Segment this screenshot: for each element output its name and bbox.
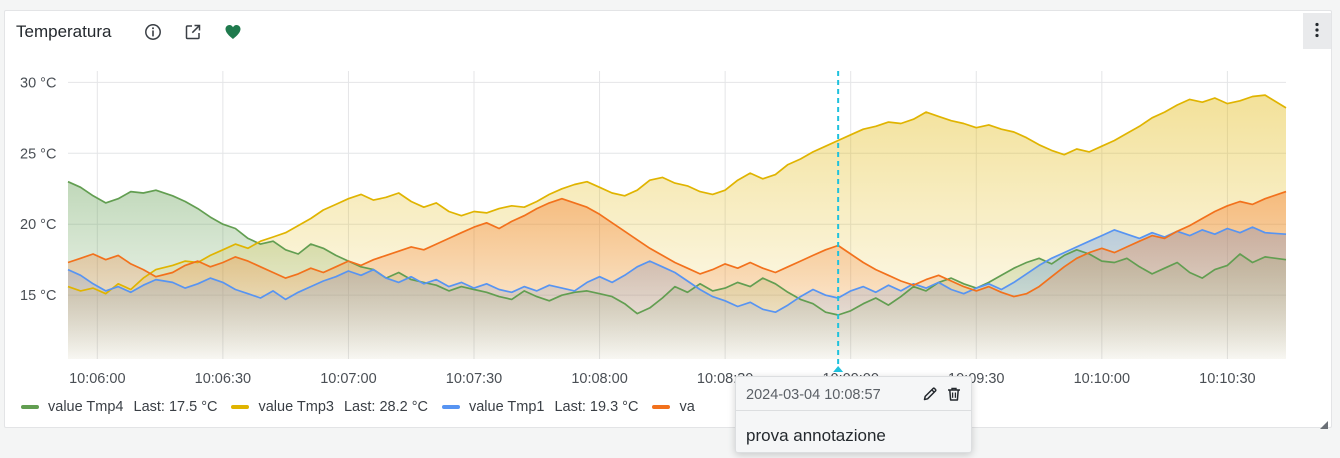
tooltip-separator: [736, 410, 971, 411]
info-icon[interactable]: [144, 23, 162, 41]
x-tick-label: 10:07:30: [446, 371, 502, 387]
legend-label-tmp4: value Tmp4: [48, 399, 124, 415]
legend-last-tmp1: Last: 19.3 °C: [554, 399, 639, 415]
trash-icon[interactable]: [946, 386, 962, 402]
legend-swatch-orange: [652, 405, 671, 409]
legend-label-tmp3: value Tmp3: [258, 399, 334, 415]
pencil-icon[interactable]: [922, 386, 938, 402]
x-tick-label: 10:10:30: [1199, 371, 1255, 387]
series-areas: [68, 95, 1286, 359]
annotation-text: prova annotazione: [746, 426, 886, 445]
series-area-3: [68, 191, 1286, 359]
y-tick-label: 25 °C: [20, 146, 56, 162]
legend-swatch-tmp3: [231, 405, 250, 409]
series-line-3: [67, 190, 1287, 298]
y-tick-label: 20 °C: [20, 217, 56, 233]
y-tick-label: 15 °C: [20, 288, 56, 304]
legend-label-tmp1: value Tmp1: [468, 399, 545, 415]
legend-item-tmp1[interactable]: value Tmp1 Last: 19.3 °C: [441, 399, 639, 415]
legend-item-orange[interactable]: va: [652, 399, 695, 415]
legend-item-tmp3[interactable]: value Tmp3 Last: 28.2 °C: [231, 399, 428, 415]
panel: Temperatura 10:06:00 10:06:30 10:07:00 10:0…: [4, 10, 1332, 429]
time-series-chart[interactable]: 10:06:00 10:06:30 10:07:00 10:07:30 10:08:00…: [5, 11, 1331, 427]
resize-handle[interactable]: [1320, 416, 1328, 429]
annotation-marker-triangle[interactable]: [833, 366, 844, 372]
legend-item-tmp4[interactable]: value Tmp4 Last: 17.5 °C: [21, 399, 217, 415]
series-line-0: [67, 180, 1287, 316]
x-tick-label: 10:06:30: [195, 371, 251, 387]
annotation-tooltip: 2024-03-04 10:08:57 prova annotazione: [735, 376, 972, 453]
heart-icon[interactable]: [224, 23, 242, 41]
y-tick-label: 30 °C: [20, 75, 56, 91]
x-tick-label: 10:08:00: [571, 371, 627, 387]
panel-header: Temperatura: [5, 11, 1331, 53]
x-tick-label: 10:07:00: [320, 371, 376, 387]
series-lines: [67, 94, 1287, 316]
more-vertical-icon: [1315, 22, 1319, 41]
legend-swatch-tmp1: [441, 405, 460, 409]
legend-last-tmp4: Last: 17.5 °C: [133, 399, 218, 415]
legend-swatch-tmp4: [21, 405, 39, 409]
series-line-2: [67, 226, 1287, 314]
legend-last-tmp3: Last: 28.2 °C: [343, 399, 428, 415]
panel-title: Temperatura: [16, 22, 112, 41]
series-line-1: [67, 94, 1287, 295]
external-link-icon[interactable]: [184, 23, 202, 41]
x-tick-label: 10:10:00: [1074, 371, 1130, 387]
panel-menu-button[interactable]: [1303, 13, 1331, 49]
x-tick-label: 10:06:00: [69, 371, 125, 387]
annotation-time: 2024-03-04 10:08:57: [746, 387, 881, 403]
annotation-marker[interactable]: [833, 71, 844, 372]
legend: value Tmp4 Last: 17.5 °C value Tmp3 Last…: [21, 397, 709, 417]
legend-label-orange: va: [679, 399, 695, 415]
